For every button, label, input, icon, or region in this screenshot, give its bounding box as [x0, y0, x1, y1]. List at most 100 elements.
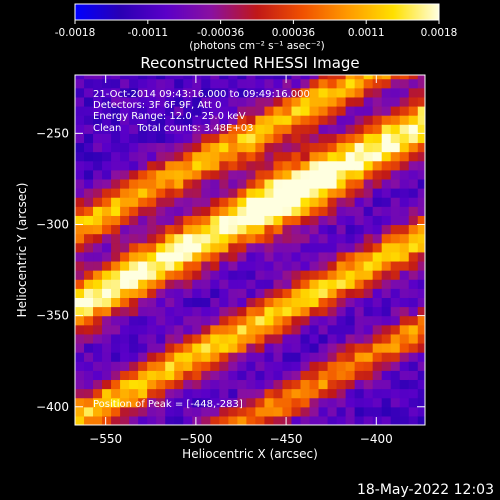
heatmap-cell — [192, 142, 202, 153]
heatmap-cell — [210, 315, 220, 326]
heatmap-cell — [138, 315, 148, 326]
heatmap-cell — [264, 324, 275, 335]
heatmap-cell — [228, 379, 238, 390]
heatmap-cell — [120, 78, 130, 89]
heatmap-cell — [84, 206, 94, 216]
heatmap-cell — [291, 406, 302, 417]
heatmap-cell — [246, 96, 257, 107]
heatmap-cell — [372, 178, 383, 189]
heatmap-cell — [273, 352, 284, 362]
heatmap-cell — [381, 306, 392, 317]
heatmap-cell — [246, 333, 257, 344]
heatmap-cell — [300, 151, 311, 162]
heatmap-cell — [291, 352, 302, 362]
heatmap-cell — [219, 397, 229, 408]
heatmap-cell — [309, 342, 320, 353]
heatmap-cell — [183, 160, 193, 171]
heatmap-cell — [408, 188, 419, 198]
heatmap-cell — [102, 306, 112, 317]
heatmap-cell — [102, 75, 112, 80]
heatmap-cell — [165, 242, 175, 253]
heatmap-cell — [282, 379, 293, 390]
heatmap-cell — [273, 324, 284, 335]
heatmap-cell — [399, 206, 410, 216]
heatmap-cell — [408, 169, 419, 180]
heatmap-cell — [183, 124, 193, 134]
heatmap-cell — [255, 115, 266, 125]
heatmap-cell — [75, 251, 85, 262]
heatmap-cell — [264, 251, 275, 262]
heatmap-cell — [282, 361, 293, 371]
heatmap-cell — [381, 397, 392, 408]
heatmap-cell — [345, 333, 356, 344]
heatmap-cell — [129, 124, 139, 134]
heatmap-cell — [93, 279, 103, 289]
heatmap-cell — [309, 251, 320, 262]
heatmap-cell — [147, 188, 157, 198]
heatmap-cell — [417, 224, 425, 235]
heatmap-cell — [102, 388, 112, 399]
heatmap-cell — [318, 224, 329, 235]
heatmap-cell — [246, 115, 257, 125]
heatmap-cell — [399, 306, 410, 317]
heatmap-cell — [102, 315, 112, 326]
heatmap-cell — [264, 96, 275, 107]
heatmap-cell — [192, 75, 202, 80]
heatmap-cell — [138, 324, 148, 335]
heatmap-cell — [336, 370, 347, 381]
heatmap-cell — [255, 415, 266, 425]
heatmap-cell — [111, 151, 121, 162]
heatmap-cell — [390, 178, 401, 189]
heatmap-cell — [390, 288, 401, 298]
heatmap-cell — [309, 75, 320, 80]
heatmap-cell — [390, 279, 401, 289]
heatmap-cell — [291, 178, 302, 189]
heatmap-cell — [201, 87, 211, 98]
heatmap-cell — [174, 270, 184, 280]
heatmap-cell — [327, 78, 338, 89]
heatmap-cell — [246, 151, 257, 162]
heatmap-cell — [228, 260, 238, 271]
heatmap-cell — [165, 270, 175, 280]
heatmap-cell — [399, 96, 410, 107]
heatmap-cell — [219, 270, 229, 280]
heatmap-cell — [318, 142, 329, 153]
heatmap-cell — [75, 224, 85, 235]
heatmap-cell — [111, 333, 121, 344]
heatmap-cell — [354, 397, 365, 408]
heatmap-cell — [111, 133, 121, 144]
heatmap-cell — [138, 96, 148, 107]
heatmap-cell — [111, 324, 121, 335]
heatmap-cell — [246, 105, 257, 116]
heatmap-cell — [336, 279, 347, 289]
heatmap-cell — [273, 333, 284, 344]
heatmap-cell — [327, 197, 338, 207]
heatmap-cell — [219, 133, 229, 144]
heatmap-cell — [183, 188, 193, 198]
heatmap-cell — [219, 142, 229, 153]
heatmap-cell — [381, 324, 392, 335]
heatmap-cell — [381, 75, 392, 80]
heatmap-cell — [111, 78, 121, 89]
heatmap-cell — [93, 178, 103, 189]
heatmap-cell — [372, 406, 383, 417]
heatmap-cell — [201, 188, 211, 198]
heatmap-cell — [228, 197, 238, 207]
heatmap-cell — [156, 270, 166, 280]
heatmap-cell — [318, 306, 329, 317]
heatmap-cell — [75, 105, 85, 116]
heatmap-cell — [93, 160, 103, 171]
heatmap-cell — [318, 233, 329, 244]
heatmap-cell — [147, 87, 157, 98]
heatmap-cell — [210, 388, 220, 399]
heatmap-image — [75, 75, 425, 425]
heatmap-cell — [264, 388, 275, 399]
heatmap-cell — [165, 361, 175, 371]
heatmap-cell — [363, 242, 374, 253]
heatmap-cell — [399, 288, 410, 298]
heatmap-cell — [282, 260, 293, 271]
heatmap-cell — [129, 297, 139, 308]
heatmap-cell — [273, 415, 284, 425]
heatmap-cell — [219, 315, 229, 326]
heatmap-cell — [210, 206, 220, 216]
